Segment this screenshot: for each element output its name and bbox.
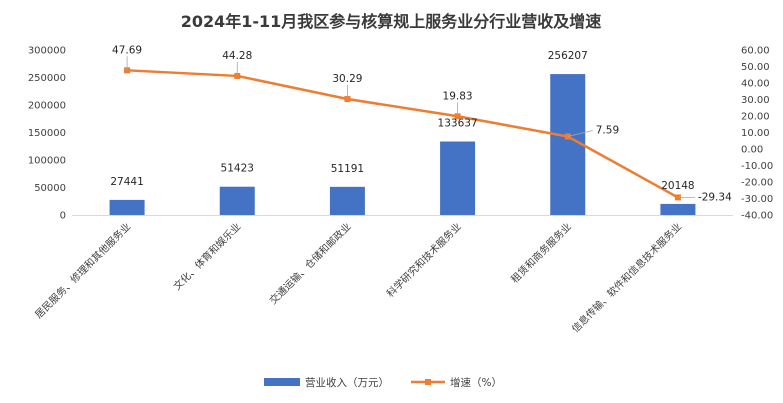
- category-label: 信息传输、软件和信息技术服务业: [569, 220, 684, 335]
- chart-title: 2024年1-11月我区参与核算规上服务业分行业营收及增速: [181, 12, 602, 31]
- growth-data-label: 19.83: [443, 90, 473, 102]
- right-axis-tick-label: -20.00: [741, 178, 773, 189]
- growth-line: [127, 69, 679, 199]
- right-axis-tick-label: 60.00: [741, 46, 770, 57]
- right-axis-tick-label: 30.00: [741, 95, 770, 106]
- right-axis-tick-label: 20.00: [741, 112, 770, 123]
- right-axis: -40.00 -30.00 -20.00 -10.00 0.00 10.00 20.00 30…: [741, 46, 773, 222]
- revenue-bar: [109, 199, 145, 215]
- right-axis-tick-label: -30.00: [741, 194, 773, 205]
- growth-data-label: 44.28: [222, 50, 252, 62]
- growth-data-label: 7.59: [596, 124, 619, 136]
- category-label: 科学研究和技术服务业: [384, 220, 464, 300]
- left-axis-tick-label: 250000: [28, 73, 66, 84]
- revenue-data-label: 27441: [110, 176, 143, 188]
- category-labels: 居民服务、修理和其他服务业 文化、体育和娱乐业 交通运输、仓储和邮政业 科学研究和技术…: [32, 220, 684, 335]
- right-axis-tick-label: 10.00: [741, 128, 770, 139]
- left-axis: 0 50000 100000 150000 200000 250000 300000: [28, 46, 66, 222]
- revenue-bar: [550, 74, 586, 215]
- left-axis-tick-label: 300000: [28, 46, 66, 57]
- right-axis-tick-label: 0.00: [741, 145, 763, 156]
- left-axis-tick-label: 0: [60, 211, 66, 222]
- left-axis-tick-label: 50000: [34, 183, 66, 194]
- revenue-data-label: 256207: [548, 50, 588, 62]
- revenue-bar: [329, 186, 365, 215]
- growth-label-leader: [567, 130, 593, 137]
- category-label: 居民服务、修理和其他服务业: [32, 220, 133, 321]
- right-axis-tick-label: -40.00: [741, 211, 773, 222]
- revenue-bar: [219, 186, 255, 215]
- legend-line-label: 增速（%）: [450, 376, 502, 389]
- legend-bar-label: 营业收入（万元）: [305, 376, 389, 389]
- growth-data-label: 47.69: [112, 44, 142, 56]
- revenue-data-label: 51423: [221, 163, 254, 175]
- right-axis-tick-label: 40.00: [741, 79, 770, 90]
- bars: [109, 74, 696, 215]
- revenue-bar: [660, 203, 696, 215]
- legend-bar-swatch: [264, 378, 300, 386]
- legend: 营业收入（万元） 增速（%）: [264, 376, 502, 389]
- revenue-bar: [440, 141, 476, 215]
- category-label: 租赁和商务服务业: [508, 220, 574, 286]
- left-axis-tick-label: 100000: [28, 156, 66, 167]
- left-axis-tick-label: 150000: [28, 128, 66, 139]
- category-label: 交通运输、仓储和邮政业: [267, 220, 354, 307]
- growth-data-label: 30.29: [332, 73, 362, 85]
- revenue-data-label: 133637: [438, 117, 478, 129]
- right-axis-tick-label: 50.00: [741, 62, 770, 73]
- revenue-data-label: 51191: [331, 163, 364, 175]
- growth-data-label: -29.34: [698, 191, 732, 203]
- category-label: 文化、体育和娱乐业: [171, 220, 244, 293]
- data-labels: 27441 51423 51191 133637 256207 20148 47.69 44.…: [110, 44, 732, 203]
- right-axis-tick-label: -10.00: [741, 161, 773, 172]
- revenue-data-label: 20148: [661, 180, 694, 192]
- left-axis-tick-label: 200000: [28, 101, 66, 112]
- legend-line-marker: [425, 379, 431, 385]
